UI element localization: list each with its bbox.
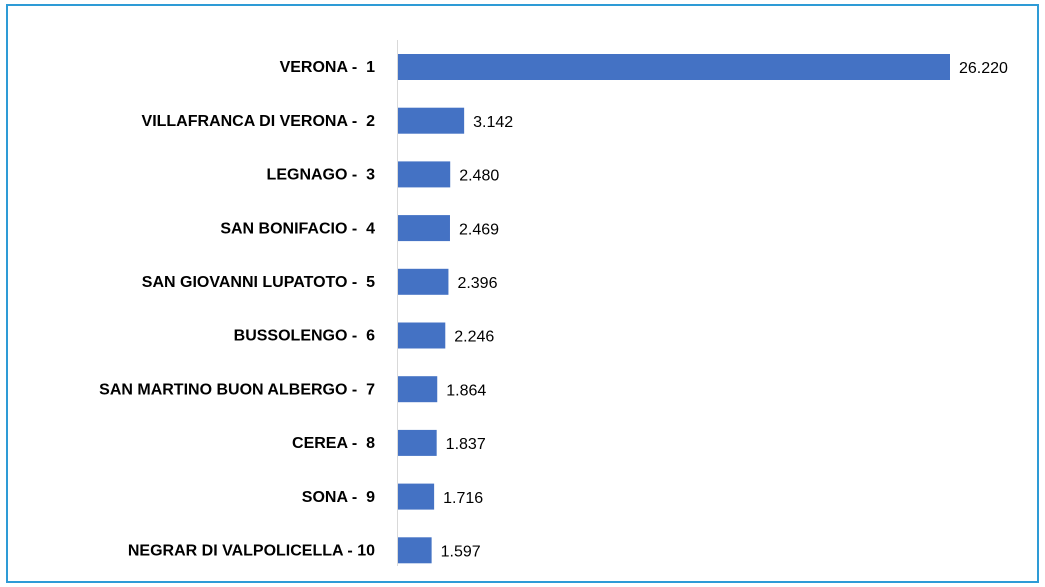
bar <box>398 429 437 456</box>
bar <box>398 268 449 295</box>
value-label: 1.837 <box>446 436 486 453</box>
value-label: 1.864 <box>446 382 486 399</box>
category-label: VERONA - 1 <box>280 59 376 76</box>
value-label: 2.480 <box>459 168 499 185</box>
category-label: SONA - 9 <box>302 489 375 506</box>
value-label: 3.142 <box>473 114 513 131</box>
value-label: 26.220 <box>959 60 1008 77</box>
chart-frame <box>6 4 1039 583</box>
bar <box>398 537 432 564</box>
category-label: LEGNAGO - 3 <box>267 167 376 184</box>
value-label: 1.597 <box>441 544 481 561</box>
bar <box>398 107 465 134</box>
bar <box>398 54 950 80</box>
category-label: SAN MARTINO BUON ALBERGO - 7 <box>99 381 375 398</box>
category-label: NEGRAR DI VALPOLICELLA - 10 <box>128 543 375 560</box>
category-label: SAN BONIFACIO - 4 <box>220 220 375 237</box>
category-label: CEREA - 8 <box>292 435 375 452</box>
bar <box>398 376 438 403</box>
value-label: 2.396 <box>457 275 497 292</box>
bar <box>398 215 450 242</box>
category-label: BUSSOLENGO - 6 <box>234 328 375 345</box>
bar <box>398 161 451 188</box>
value-label: 2.246 <box>454 329 494 346</box>
bar <box>398 483 435 510</box>
value-label: 2.469 <box>459 221 499 238</box>
category-label: SAN GIOVANNI LUPATOTO - 5 <box>142 274 375 291</box>
category-label: VILLAFRANCA DI VERONA - 2 <box>142 113 376 130</box>
value-label: 1.716 <box>443 490 483 507</box>
bar <box>398 322 446 349</box>
